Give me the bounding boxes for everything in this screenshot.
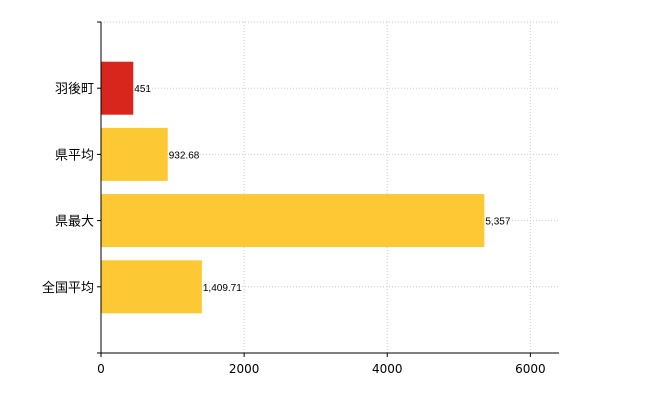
category-label: 県平均 xyxy=(55,148,94,163)
labels: 0 2000 4000 6000 羽後町 451 県平均 932.68 県最大 5,357 全国平均… xyxy=(42,82,546,376)
x-tick-label: 6000 xyxy=(515,362,546,376)
bar xyxy=(101,194,485,248)
data-label: 1,409.71 xyxy=(203,283,242,294)
category-label: 県最大 xyxy=(55,215,94,230)
x-tick-label: 4000 xyxy=(372,362,403,376)
bar xyxy=(101,61,134,115)
x-tick-label: 0 xyxy=(97,362,105,376)
ticks xyxy=(97,21,531,357)
category-label: 羽後町 xyxy=(55,82,94,97)
axes xyxy=(100,22,559,354)
bar xyxy=(101,260,202,314)
bars xyxy=(101,61,485,314)
data-label: 451 xyxy=(134,84,151,95)
data-label: 5,357 xyxy=(485,217,510,228)
data-label: 932.68 xyxy=(169,150,200,161)
x-tick-label: 2000 xyxy=(229,362,260,376)
category-label: 全国平均 xyxy=(42,280,94,296)
bar xyxy=(101,127,168,181)
